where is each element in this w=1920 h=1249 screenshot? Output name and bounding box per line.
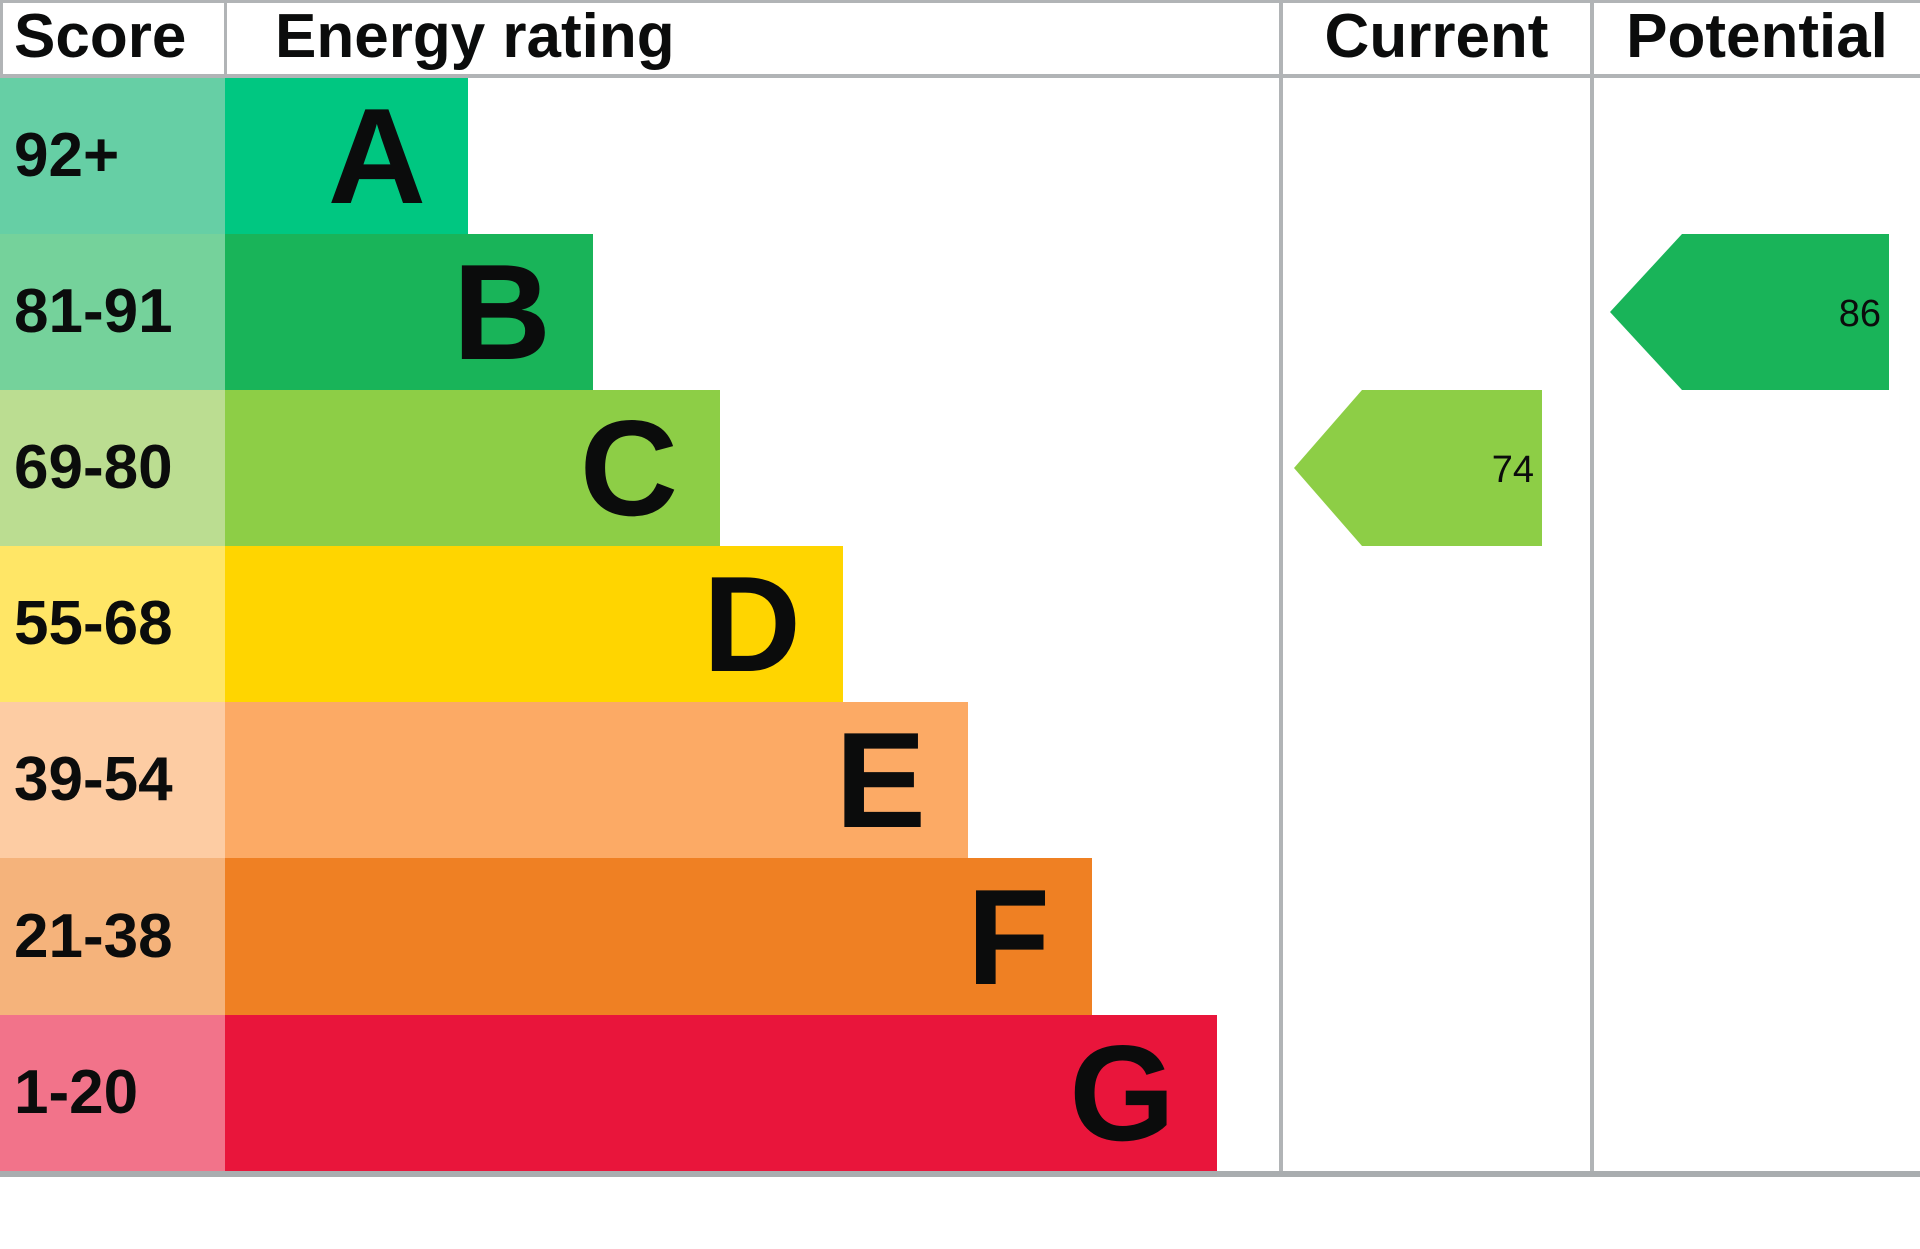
score-range-d: 55-68 <box>0 546 225 702</box>
header-underline <box>0 74 1920 78</box>
band-row-e: 39-54 E <box>0 702 1920 858</box>
band-letter-g: G <box>1069 1017 1175 1169</box>
band-bar-e: E <box>225 702 968 858</box>
band-bar-d: D <box>225 546 843 702</box>
band-bar-f: F <box>225 858 1092 1015</box>
potential-rating-arrow: 86 <box>1610 234 1889 390</box>
band-letter-f: F <box>966 860 1050 1013</box>
band-bar-b: B <box>225 234 593 390</box>
left-arrow-shape <box>1610 234 1889 390</box>
band-row-c: 69-80 C <box>0 390 1920 546</box>
band-letter-e: E <box>835 704 926 856</box>
top-border-line <box>0 0 1920 3</box>
score-header-divider-line <box>224 0 227 74</box>
band-row-a: 92+ A <box>0 78 1920 234</box>
score-range-c: 69-80 <box>0 390 225 546</box>
potential-score-value: 86 <box>1839 293 1881 335</box>
band-row-g: 1-20 G <box>0 1015 1920 1171</box>
header-left-border-line <box>0 0 3 74</box>
band-letter-c: C <box>579 392 678 544</box>
band-bar-g: G <box>225 1015 1217 1171</box>
current-rating-arrow: 74 <box>1294 390 1542 546</box>
score-range-g: 1-20 <box>0 1015 225 1171</box>
band-letter-a: A <box>327 80 426 232</box>
current-column-header: Current <box>1324 2 1549 71</box>
left-arrow-shape <box>1294 390 1542 546</box>
band-row-d: 55-68 D <box>0 546 1920 702</box>
bottom-border-line <box>0 1171 1920 1177</box>
band-bar-a: A <box>225 78 468 234</box>
band-row-f: 21-38 F <box>0 858 1920 1015</box>
current-score-value: 74 <box>1492 449 1534 491</box>
band-letter-b: B <box>452 236 551 388</box>
current-column-divider-line <box>1279 0 1283 1171</box>
band-bar-c: C <box>225 390 720 546</box>
score-range-e: 39-54 <box>0 702 225 858</box>
energy-rating-column-header: Energy rating <box>275 2 675 71</box>
score-range-f: 21-38 <box>0 858 225 1015</box>
band-row-b: 81-91 B <box>0 234 1920 390</box>
potential-column-header: Potential <box>1626 2 1888 71</box>
band-letter-d: D <box>702 548 801 700</box>
score-range-a: 92+ <box>0 78 225 234</box>
score-column-header: Score <box>14 2 187 71</box>
score-range-b: 81-91 <box>0 234 225 390</box>
potential-column-divider-line <box>1590 0 1594 1171</box>
